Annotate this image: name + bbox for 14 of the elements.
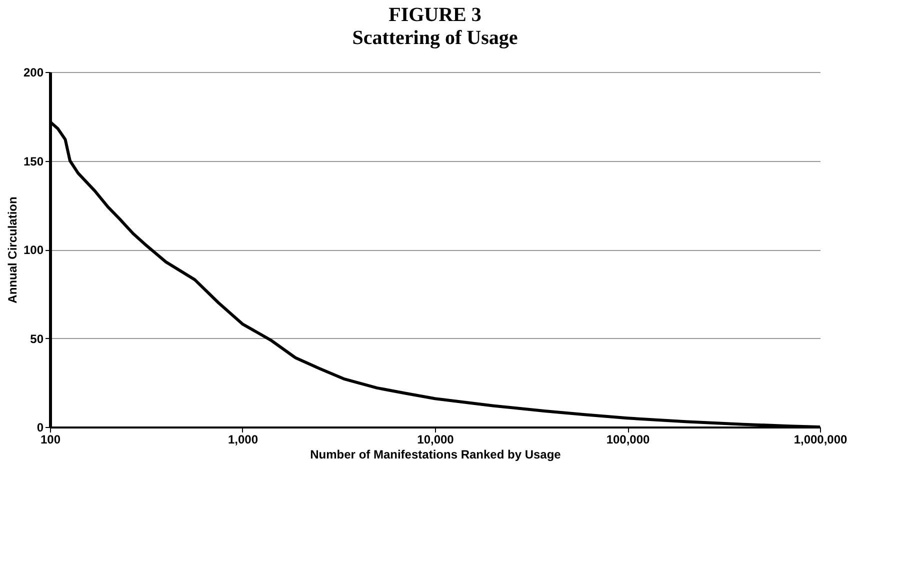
y-tick-label: 0 (36, 420, 44, 434)
y-tick-label: 200 (23, 66, 44, 80)
x-axis-title: Number of Manifestations Ranked by Usage (310, 448, 562, 462)
x-tick-label: 1,000 (228, 432, 258, 446)
y-tick-label: 100 (23, 243, 44, 257)
x-tick-label: 100,000 (606, 432, 650, 446)
chart-title: FIGURE 3 (388, 4, 482, 26)
y-tick-label: 150 (23, 154, 44, 168)
y-tick-label: 50 (30, 332, 44, 346)
x-tick-label: 10,000 (417, 432, 454, 446)
x-tick-label: 100 (40, 432, 61, 446)
chart-subtitle: Scattering of Usage (352, 27, 518, 49)
y-axis-title: Annual Circulation (5, 196, 20, 304)
x-tick-label: 1,000,000 (794, 432, 848, 446)
